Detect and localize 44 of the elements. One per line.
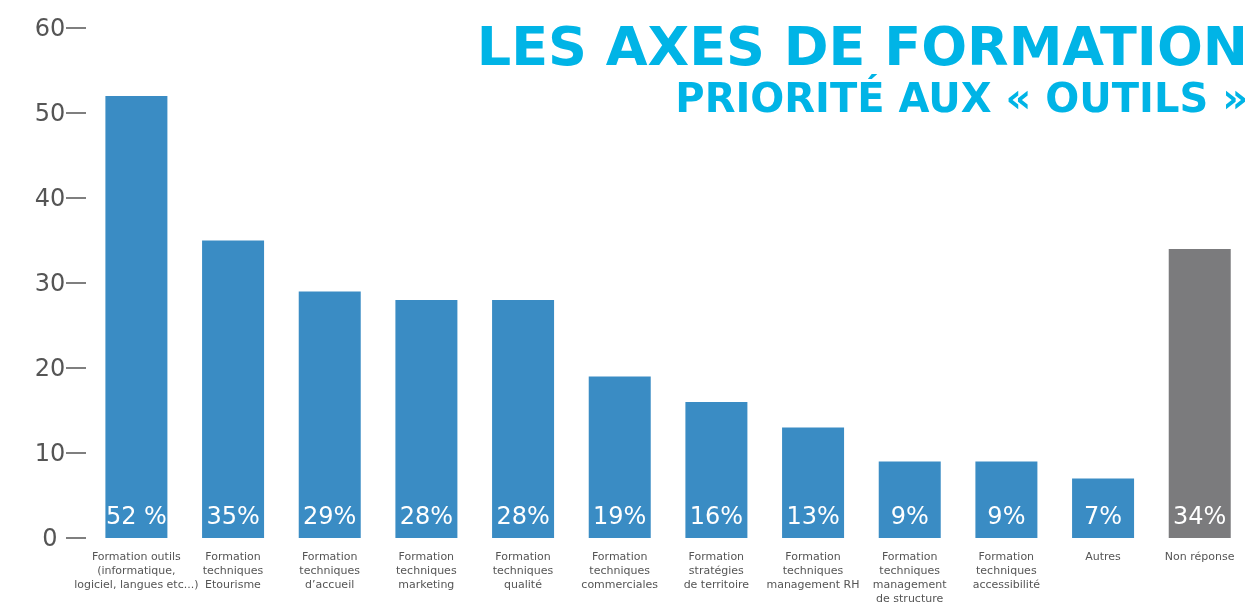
bar [202, 240, 265, 538]
x-tick-label: Formation techniques commerciales [581, 550, 659, 591]
data-label: 35% [206, 502, 260, 530]
data-label: 13% [786, 502, 840, 530]
y-tick-label: 0 [42, 524, 58, 552]
x-tick-label: Formation outils (informatique, logiciel, langues etc...) [74, 550, 199, 591]
data-label: 34% [1173, 502, 1227, 530]
y-tick-label: 50 [34, 99, 66, 127]
data-label: 52 % [105, 502, 167, 530]
text: PRIORITÉ AUX « OUTILS » [674, 75, 1248, 121]
data-label: 19% [593, 502, 647, 530]
y-tick-label: 30 [34, 269, 66, 297]
data-label: 9% [987, 502, 1026, 530]
x-tick-label: Formation techniques accessibilité [972, 550, 1041, 591]
y-tick-label: 20 [34, 354, 66, 382]
data-label: 28% [496, 502, 550, 530]
y-tick-label: 10 [34, 439, 66, 467]
data-label: 9% [890, 502, 929, 530]
x-tick-label: Formation techniques management RH [766, 550, 860, 591]
x-tick-label: Formation techniques management de structure [872, 550, 948, 605]
x-tick-label: Formation techniques marketing [396, 550, 457, 591]
data-label: 16% [689, 502, 744, 530]
x-tick-label: Autres [1085, 550, 1122, 563]
bar [492, 300, 555, 538]
bar [975, 461, 1038, 538]
bar [878, 461, 941, 538]
data-label: 7% [1084, 502, 1123, 530]
data-label: 29% [303, 502, 357, 530]
x-tick-label: Formation techniques Etourisme [202, 550, 264, 591]
y-tick-label: 60 [34, 14, 66, 42]
x-tick-label: Non réponse [1164, 550, 1235, 563]
bar [588, 376, 651, 538]
bar [1072, 478, 1135, 538]
bar [395, 300, 458, 538]
x-tick-label: Formation techniques d’accueil [299, 550, 361, 591]
bar [1168, 249, 1231, 538]
bar [298, 291, 361, 538]
bar [782, 427, 845, 538]
bar [685, 402, 748, 538]
x-tick-label: Formation stratégies de territoire [683, 550, 750, 591]
x-tick-label: Formation techniques qualité [492, 550, 554, 591]
bar [105, 96, 168, 538]
y-tick-label: 40 [34, 184, 66, 212]
data-label: 28% [399, 502, 454, 530]
